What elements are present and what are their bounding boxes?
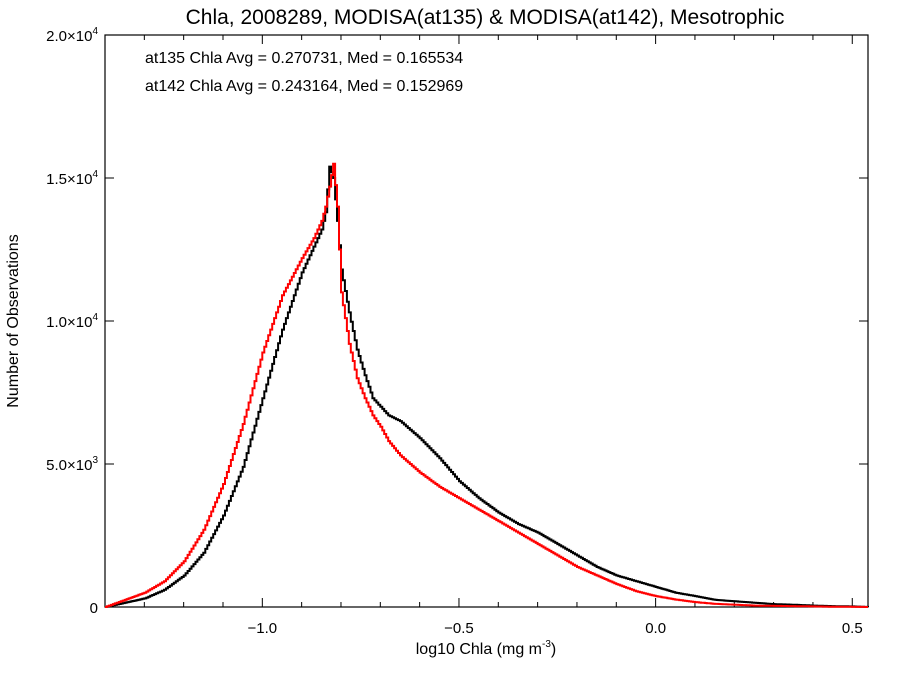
- y-tick-label: 0: [90, 600, 98, 617]
- x-tick-label: −0.5: [444, 620, 474, 637]
- x-tick-label: 0.0: [645, 620, 666, 637]
- y-axis-label: Number of Observations: [5, 234, 22, 407]
- y-tick-exponent: 4: [92, 26, 98, 37]
- x-axis-label: log10 Chla (mg m-3): [416, 639, 557, 658]
- y-tick-mantissa: 1.5×10: [46, 171, 92, 188]
- legend-annotation-at142: at142 Chla Avg = 0.243164, Med = 0.15296…: [145, 78, 463, 95]
- y-tick-exponent: 3: [92, 455, 98, 466]
- legend-annotation-at135: at135 Chla Avg = 0.270731, Med = 0.16553…: [145, 50, 463, 67]
- x-axis: −1.0 −0.5 0.0 0.5: [143, 35, 863, 637]
- y-tick-mantissa: 1.0×10: [46, 314, 92, 331]
- x-axis-label-superscript: -3: [542, 639, 551, 650]
- y-tick-label: 1.5×104: [46, 169, 98, 188]
- series-at142-line: [105, 162, 868, 608]
- plot-frame: [104, 34, 869, 608]
- chart-title: Chla, 2008289, MODISA(at135) & MODISA(at…: [186, 6, 785, 29]
- y-tick-exponent: 4: [92, 312, 98, 323]
- y-tick-exponent: 4: [92, 169, 98, 180]
- x-tick-label: −1.0: [248, 620, 278, 637]
- y-tick-label: 1.0×104: [46, 312, 98, 331]
- y-tick-label: 2.0×104: [46, 26, 98, 45]
- series-at135-line: [105, 165, 869, 608]
- x-tick-label: 0.5: [842, 620, 863, 637]
- y-tick-label: 5.0×103: [46, 455, 98, 474]
- x-axis-label-close: ): [551, 641, 556, 658]
- y-tick-mantissa: 5.0×10: [46, 457, 92, 474]
- y-tick-mantissa: 0: [90, 600, 98, 617]
- series-layer: [105, 162, 869, 608]
- y-tick-mantissa: 2.0×10: [46, 28, 92, 45]
- x-axis-label-main: log10 Chla (mg m: [416, 641, 542, 658]
